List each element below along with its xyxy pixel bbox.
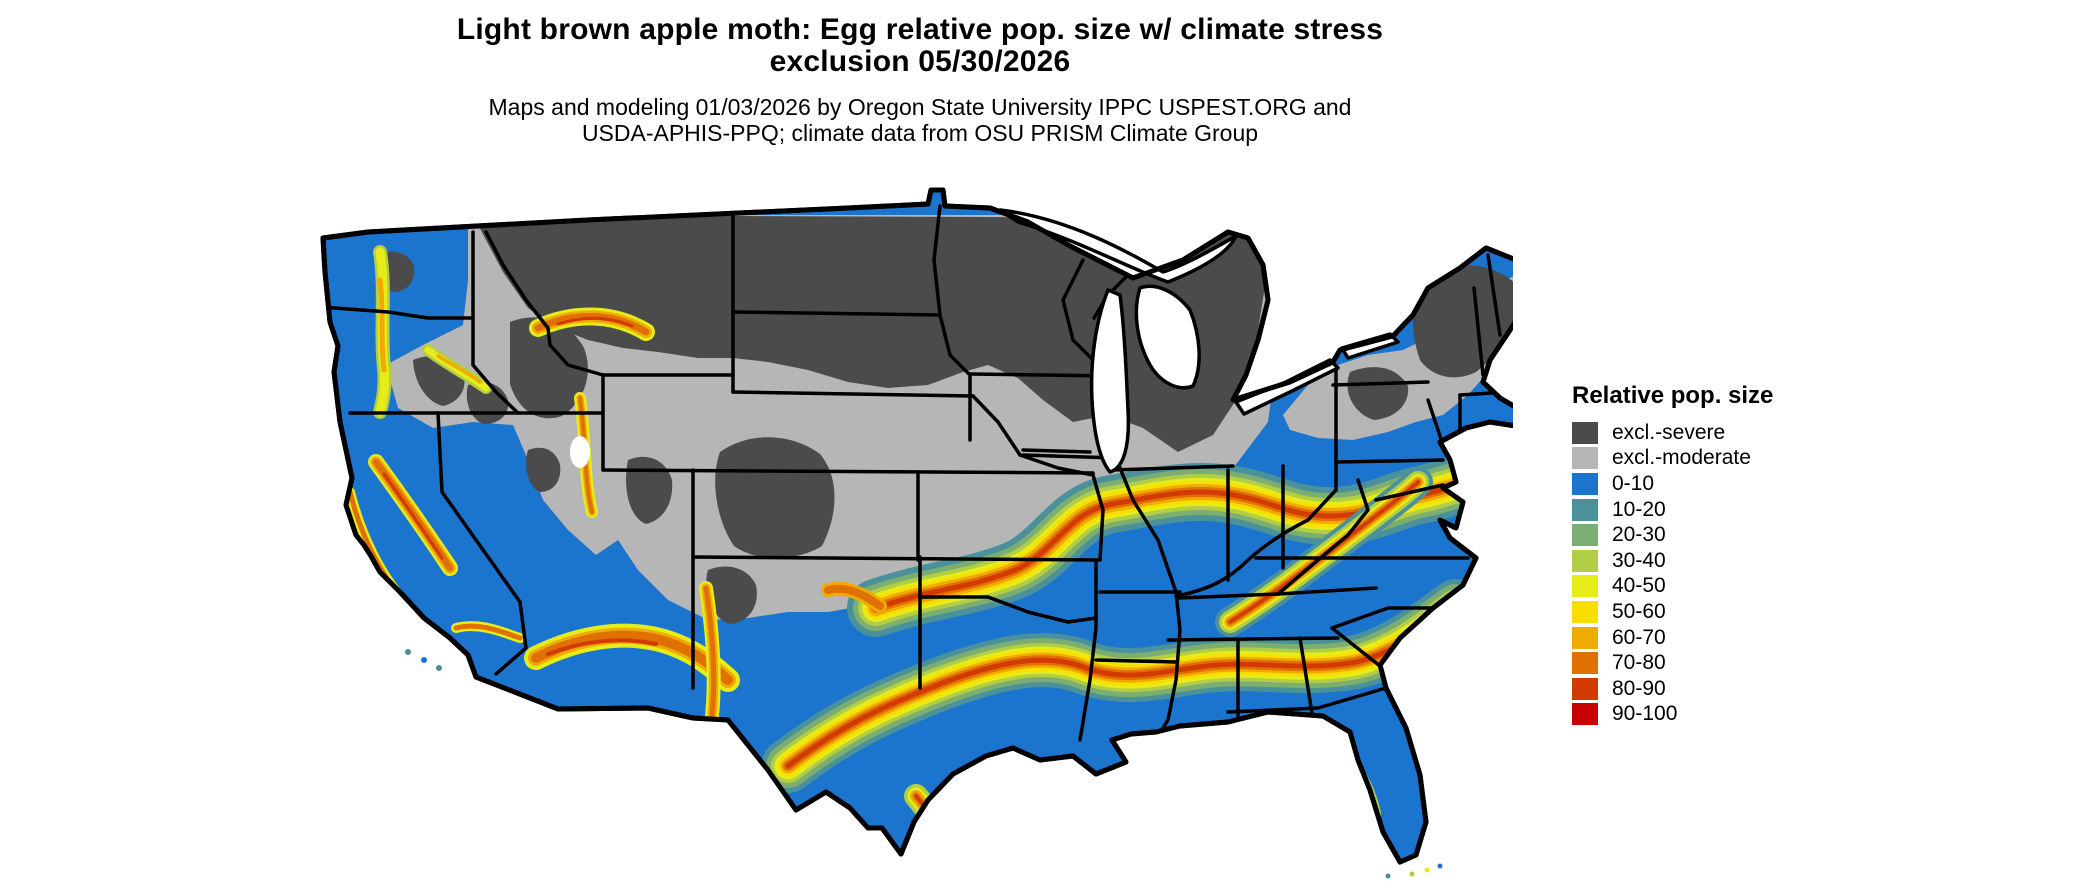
legend-color-swatch [1572,677,1598,700]
legend-color-swatch [1572,626,1598,649]
us-map [228,160,1513,892]
legend-title: Relative pop. size [1572,382,1774,409]
legend-item-label: 10-20 [1612,497,1666,521]
legend-row: 10-20 [1572,497,1902,523]
legend-row: 80-90 [1572,676,1902,702]
legend-color-swatch [1572,421,1598,444]
map-subtitle-line2: USDA-APHIS-PPQ; climate data from OSU PR… [581,120,1259,146]
legend-items: excl.-severe excl.-moderate 0-10 10-20 2… [1572,420,1902,727]
legend-item-label: 70-80 [1612,651,1666,675]
legend-item-label: 0-10 [1612,471,1655,495]
great-salt-lake [570,436,590,468]
legend-color-swatch [1572,524,1598,547]
legend-color-swatch [1572,472,1598,495]
legend-row: 70-80 [1572,650,1902,676]
legend-item-label: excl.-severe [1612,420,1726,444]
map-band-southern [761,579,1483,793]
legend-row: 40-50 [1572,574,1902,600]
us-outline [320,187,1513,865]
legend-row: 90-100 [1572,702,1902,728]
legend-item-label: 90-100 [1612,702,1678,726]
legend-color-swatch [1572,652,1598,675]
legend-row: excl.-moderate [1572,446,1902,472]
us-map-svg [320,187,1513,879]
legend-row: 50-60 [1572,599,1902,625]
legend-item-label: 20-30 [1612,523,1666,547]
legend-color-swatch [1572,498,1598,521]
legend-row: 30-40 [1572,548,1902,574]
offshore-islands [405,649,1443,879]
legend-item-label: 40-50 [1612,574,1666,598]
legend-row: 20-30 [1572,522,1902,548]
legend-row: excl.-severe [1572,420,1902,446]
legend-row: 60-70 [1572,625,1902,651]
legend-color-swatch [1572,575,1598,598]
legend: Relative pop. size excl.-severe excl.-mo… [1572,382,1902,727]
legend-item-label: 50-60 [1612,599,1666,623]
map-title-line1: Light brown apple moth: Egg relative pop… [456,13,1384,46]
legend-item-label: excl.-moderate [1612,446,1751,470]
legend-color-swatch [1572,703,1598,726]
legend-color-swatch [1572,600,1598,623]
map-band-south-texas [904,784,956,860]
legend-row: 0-10 [1572,471,1902,497]
map-band-appalachian [1215,467,1433,637]
header: Light brown apple moth: Egg relative pop… [0,13,1840,147]
legend-item-label: 30-40 [1612,548,1666,572]
legend-color-swatch [1572,447,1598,470]
legend-item-label: 60-70 [1612,625,1666,649]
map-subtitle-line1: Maps and modeling 01/03/2026 by Oregon S… [488,94,1352,120]
lake-michigan [1089,288,1131,474]
map-western-ridges [345,245,887,723]
map-title-line2: exclusion 05/30/2026 [769,45,1071,78]
legend-item-label: 80-90 [1612,676,1666,700]
map-subtitle: Maps and modeling 01/03/2026 by Oregon S… [0,94,1840,146]
legend-color-swatch [1572,549,1598,572]
lake-huron [1134,284,1201,390]
